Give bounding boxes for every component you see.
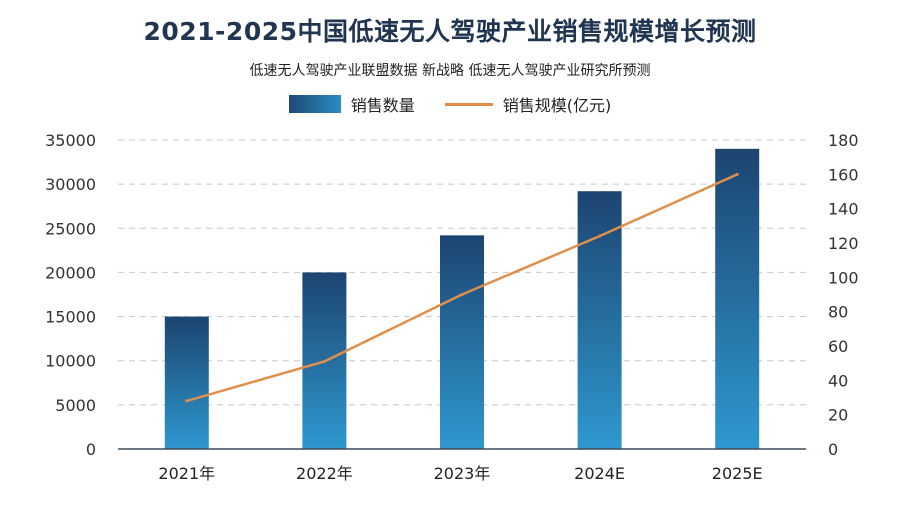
y-left-tick-label: 0 xyxy=(86,440,96,459)
bar-layer xyxy=(164,148,760,450)
y-right-tick-label: 60 xyxy=(828,337,848,356)
bar xyxy=(440,235,484,449)
x-tick-label: 2021年 xyxy=(158,464,215,483)
line-point xyxy=(185,399,189,403)
line-point xyxy=(735,172,739,176)
chart-subtitle: 低速无人驾驶产业联盟数据 新战略 低速无人驾驶产业研究所预测 xyxy=(249,63,651,79)
y-right-tick-label: 120 xyxy=(828,234,859,253)
y-right-tick-label: 140 xyxy=(828,200,859,219)
chart-title: 2021-2025中国低速无人驾驶产业销售规模增长预测 xyxy=(143,17,757,46)
y-right-tick-label: 0 xyxy=(828,440,838,459)
x-tick-label: 2025E xyxy=(712,464,763,483)
y-left-tick-label: 10000 xyxy=(45,352,96,371)
y-right-tick-label: 100 xyxy=(828,268,859,287)
bar xyxy=(164,316,209,449)
legend-swatch-line xyxy=(444,102,493,106)
x-tick-label: 2024E xyxy=(574,464,625,483)
line-point xyxy=(598,234,602,238)
legend-label-line: 销售规模(亿元) xyxy=(502,96,612,115)
y-left-tick-label: 5000 xyxy=(55,396,96,415)
y-left-tick-label: 20000 xyxy=(45,263,96,282)
legend-item-bar: 销售数量 xyxy=(288,92,415,116)
x-tick-label: 2022年 xyxy=(296,464,353,483)
y-left-tick-label: 30000 xyxy=(45,175,96,194)
line-point xyxy=(322,359,326,363)
legend-swatch-bar xyxy=(288,95,341,113)
chart-legend: 销售数量 销售规模(亿元) xyxy=(0,92,900,116)
line-layer xyxy=(185,172,739,403)
y-right-tick-label: 20 xyxy=(828,406,848,425)
y-left-tick-label: 25000 xyxy=(45,219,96,238)
y-right-tick-label: 180 xyxy=(828,131,859,150)
y-left-tick-label: 15000 xyxy=(45,308,96,327)
y-left-tick-label: 35000 xyxy=(45,131,96,150)
y-right-tick-label: 160 xyxy=(828,165,859,184)
x-tick-label: 2023年 xyxy=(434,464,491,483)
legend-item-line: 销售规模(亿元) xyxy=(444,92,612,116)
bar xyxy=(715,148,760,450)
axis-layer: 0 5000 10000 15000 20000 25000 30000 35000 0 20 40… xyxy=(45,131,858,483)
bar xyxy=(577,191,622,449)
y-right-tick-label: 80 xyxy=(828,303,848,322)
legend-label-bar: 销售数量 xyxy=(350,96,415,115)
y-right-tick-label: 40 xyxy=(828,371,848,390)
line-point xyxy=(460,293,464,296)
